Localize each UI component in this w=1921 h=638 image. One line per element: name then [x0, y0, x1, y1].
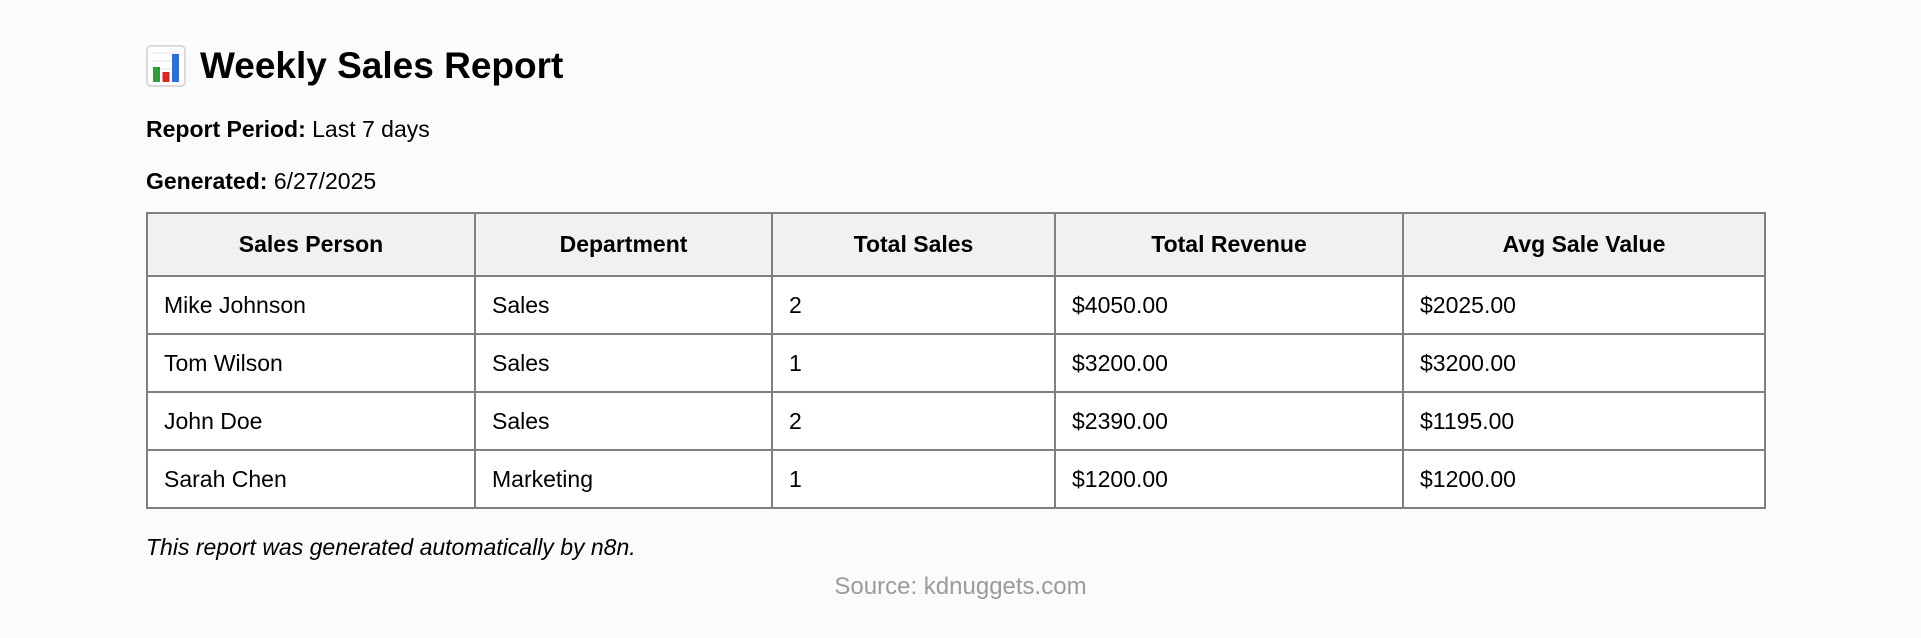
header-row: Sales Person Department Total Sales Tota…: [146, 212, 1766, 277]
header-avg-sale-value: Avg Sale Value: [1402, 212, 1766, 277]
cell-total-sales: 2: [771, 391, 1056, 451]
source-credit: Source: kdnuggets.com: [834, 573, 1087, 600]
header-sales-person: Sales Person: [146, 212, 476, 277]
report-generated-value: 6/27/2025: [267, 168, 377, 194]
cell-total-sales: 1: [771, 333, 1056, 393]
cell-total-sales: 1: [771, 449, 1056, 509]
sales-table-body: Mike Johnson Sales 2 $4050.00 $2025.00 T…: [146, 275, 1766, 509]
cell-department: Sales: [474, 275, 773, 335]
cell-sales-person: Mike Johnson: [146, 275, 476, 335]
bar-chart-icon: [146, 45, 186, 87]
sales-table-head: Sales Person Department Total Sales Tota…: [146, 212, 1766, 277]
report-period: Report Period: Last 7 days: [146, 114, 1764, 144]
cell-avg-sale-value: $3200.00: [1402, 333, 1766, 393]
cell-total-revenue: $4050.00: [1054, 275, 1404, 335]
header-department: Department: [474, 212, 773, 277]
report-title-row: Weekly Sales Report: [146, 38, 1764, 94]
cell-total-sales: 2: [771, 275, 1056, 335]
cell-avg-sale-value: $2025.00: [1402, 275, 1766, 335]
cell-department: Sales: [474, 391, 773, 451]
table-row: Tom Wilson Sales 1 $3200.00 $3200.00: [146, 333, 1766, 393]
report-footer-note: This report was generated automatically …: [146, 534, 636, 560]
table-row: Mike Johnson Sales 2 $4050.00 $2025.00: [146, 275, 1766, 335]
cell-sales-person: John Doe: [146, 391, 476, 451]
table-row: John Doe Sales 2 $2390.00 $1195.00: [146, 391, 1766, 451]
cell-avg-sale-value: $1195.00: [1402, 391, 1766, 451]
sales-table: Sales Person Department Total Sales Tota…: [146, 212, 1766, 509]
report-generated: Generated: 6/27/2025: [146, 166, 1764, 196]
cell-total-revenue: $1200.00: [1054, 449, 1404, 509]
report-title: Weekly Sales Report: [200, 45, 564, 86]
cell-total-revenue: $3200.00: [1054, 333, 1404, 393]
header-total-sales: Total Sales: [771, 212, 1056, 277]
header-total-revenue: Total Revenue: [1054, 212, 1404, 277]
cell-total-revenue: $2390.00: [1054, 391, 1404, 451]
sales-report: Weekly Sales Report Report Period: Last …: [146, 38, 1766, 562]
table-row: Sarah Chen Marketing 1 $1200.00 $1200.00: [146, 449, 1766, 509]
cell-department: Marketing: [474, 449, 773, 509]
report-period-label: Report Period:: [146, 116, 306, 142]
report-period-value: Last 7 days: [305, 116, 430, 142]
cell-sales-person: Tom Wilson: [146, 333, 476, 393]
cell-department: Sales: [474, 333, 773, 393]
report-generated-label: Generated:: [146, 168, 268, 194]
cell-sales-person: Sarah Chen: [146, 449, 476, 509]
cell-avg-sale-value: $1200.00: [1402, 449, 1766, 509]
